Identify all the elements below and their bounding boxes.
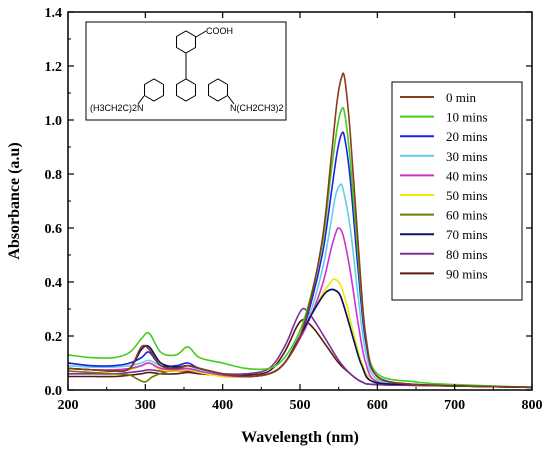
- x-tick-label: 400: [212, 398, 233, 413]
- left-n-bond: [137, 95, 145, 105]
- molecule-inset: COOH (H3CH2C)2N N(CH2CH3)2: [85, 21, 287, 121]
- x-tick-label: 700: [444, 398, 465, 413]
- legend-label: 70 mins: [446, 227, 488, 242]
- series-line-80-mins: [68, 307, 533, 389]
- y-tick-label: 1.0: [45, 114, 63, 129]
- y-tick-label: 0.4: [45, 276, 63, 291]
- legend-label: 50 mins: [446, 188, 488, 203]
- legend-label: 20 mins: [446, 129, 488, 144]
- left-ring: [144, 78, 164, 102]
- carboxyl-bond: [195, 30, 207, 38]
- central-ring: [176, 78, 196, 102]
- y-tick-label: 1.4: [45, 6, 63, 21]
- cooh-label: COOH: [206, 26, 233, 36]
- legend-label: 10 mins: [446, 110, 488, 125]
- y-tick-label: 1.2: [45, 60, 63, 75]
- legend-label: 80 mins: [446, 247, 488, 262]
- left-amine-label: (H3CH2C)2N: [90, 103, 144, 113]
- x-tick-label: 200: [58, 398, 79, 413]
- right-amine-label: N(CH2CH3)2: [230, 103, 284, 113]
- y-tick-label: 0.2: [45, 330, 63, 345]
- y-tick-label: 0.8: [45, 168, 63, 183]
- x-tick-label: 800: [522, 398, 543, 413]
- x-tick-label: 300: [135, 398, 156, 413]
- x-tick-label: 500: [290, 398, 311, 413]
- x-axis-title: Wavelength (nm): [241, 429, 359, 446]
- legend-box: [391, 81, 523, 301]
- legend-label: 60 mins: [446, 208, 488, 223]
- y-axis-title: Absorbance (a.u): [6, 142, 23, 259]
- axes-layer: 200 300 400 500 600 700 800 0.0 0.2 0.4 0.6 0.8 1.0 1…: [6, 6, 543, 446]
- y-tick-label: 0.0: [45, 384, 63, 399]
- right-n-bond: [227, 95, 235, 105]
- legend: 0 min 10 mins 20 mins 30 mins 40 mins 50 mins…: [391, 81, 523, 301]
- legend-label: 0 min: [446, 90, 476, 105]
- right-ring: [208, 78, 228, 102]
- y-tick-label: 0.6: [45, 222, 63, 237]
- x-tick-label: 600: [367, 398, 388, 413]
- series-layer: [67, 72, 533, 389]
- legend-label: 90 mins: [446, 266, 488, 281]
- legend-label: 30 mins: [446, 149, 488, 164]
- legend-label: 40 mins: [446, 168, 488, 183]
- series-line-0-min: [67, 72, 533, 389]
